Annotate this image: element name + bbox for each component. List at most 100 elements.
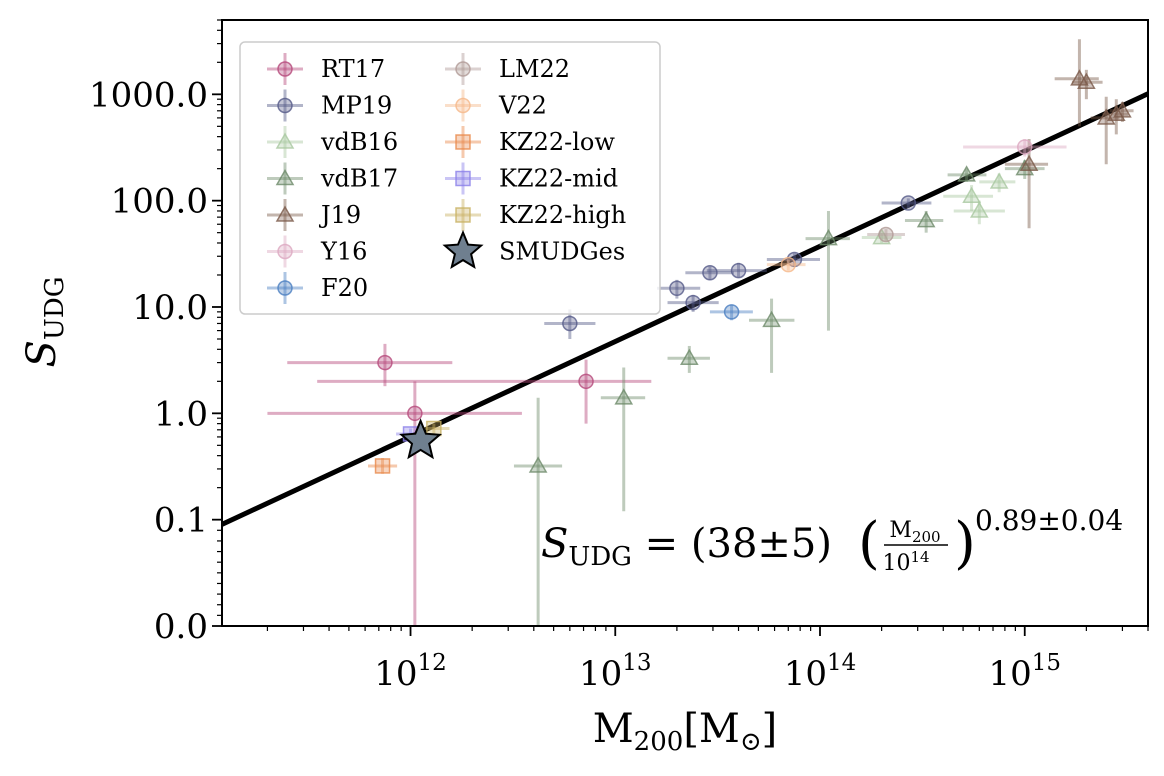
legend-marker <box>277 61 293 77</box>
data-point <box>819 229 838 246</box>
data-point <box>562 315 578 332</box>
data-point <box>702 264 718 281</box>
legend-marker <box>277 97 293 114</box>
fit-equation-lhs: SUDG = (38±5) <box>541 521 832 572</box>
legend-marker <box>275 168 295 186</box>
series-v22 <box>766 256 806 273</box>
data-point <box>780 256 797 273</box>
legend-label: LM22 <box>499 55 570 83</box>
data-point <box>377 354 393 371</box>
data-point <box>872 227 891 245</box>
legend-marker <box>455 207 471 223</box>
data-point <box>1016 139 1033 155</box>
data-point <box>685 294 701 311</box>
x-tick-label: 1014 <box>784 650 857 694</box>
fit-line <box>222 91 1148 527</box>
y-tick-label: 1000.0 <box>89 75 208 115</box>
series-smudges <box>399 418 443 460</box>
legend-marker <box>455 61 471 77</box>
data-point <box>1113 101 1132 118</box>
series-f20 <box>709 304 753 321</box>
legend-label: RT17 <box>321 55 385 83</box>
y-tick-label: 0.1 <box>154 501 208 541</box>
legend-marker <box>455 134 471 150</box>
x-tick-label: 1015 <box>988 650 1061 694</box>
fit-equation-numerator: M200 <box>889 518 940 546</box>
series-kz22-low <box>368 458 398 474</box>
data-point <box>957 165 976 182</box>
series-lm22 <box>867 226 905 243</box>
legend-item-kz22-mid: KZ22-mid <box>445 162 618 195</box>
data-point <box>1015 159 1035 176</box>
data-point <box>962 186 981 204</box>
legend-label: F20 <box>321 274 368 302</box>
data-point <box>969 201 989 218</box>
data-point <box>900 195 917 211</box>
series-kz22-high <box>419 420 450 437</box>
series-vdb17 <box>513 159 1045 626</box>
data-point <box>762 310 781 328</box>
legend-marker <box>275 132 295 149</box>
legend-marker <box>455 170 471 187</box>
legend-label: MP19 <box>321 92 392 120</box>
legend-label: vdB16 <box>320 128 398 156</box>
legend-label: KZ22-low <box>499 128 615 156</box>
data-point <box>878 226 894 243</box>
legend-item-j19: J19 <box>267 199 361 231</box>
legend: RT17 MP19 vdB16 vdB17 J19 Y16 F20 LM22 V22 KZ22-l… <box>239 41 661 315</box>
data-point <box>374 458 391 474</box>
data-point <box>614 388 634 405</box>
y-axis-title: SUDG <box>19 277 70 368</box>
data-point <box>730 262 747 279</box>
legend-item-smudges: SMUDGes <box>442 229 625 270</box>
legend-item-f20: F20 <box>267 272 368 304</box>
series-j19 <box>1004 39 1134 229</box>
fit-equation: SUDG = (38±5) ( M200 1014 ) 0.89±0.04 <box>541 504 1123 576</box>
series-rt17 <box>267 343 652 626</box>
legend-label: J19 <box>318 201 361 229</box>
legend-item-vdb17: vdB17 <box>267 162 398 195</box>
data-point <box>1019 154 1039 172</box>
series-vdb16 <box>861 172 1016 245</box>
legend-marker <box>277 243 293 260</box>
data-point <box>1077 72 1096 89</box>
fit-equation-exponent: 0.89±0.04 <box>975 504 1123 537</box>
legend-item-v22: V22 <box>445 89 547 122</box>
legend-item-mp19: MP19 <box>267 89 392 122</box>
legend-label: Y16 <box>320 238 367 266</box>
legend-item-vdb16: vdB16 <box>267 126 398 158</box>
legend-item-rt17: RT17 <box>267 53 385 85</box>
legend-item-kz22-low: KZ22-low <box>445 126 615 158</box>
legend-marker <box>455 97 471 114</box>
legend-marker <box>277 280 293 296</box>
x-tick-label: 1012 <box>374 650 447 694</box>
legend-marker <box>275 205 295 222</box>
data-point <box>407 405 423 422</box>
fit-equation-denominator: 1014 <box>882 548 929 576</box>
legend-label: KZ22-mid <box>499 165 618 193</box>
y-tick-label: 10.0 <box>132 288 208 328</box>
data-point <box>528 456 548 473</box>
x-axis-title: M200[M⊙] <box>593 706 778 757</box>
fit-equation-close-paren: ) <box>954 511 976 576</box>
data-point <box>723 304 740 320</box>
y-tick-label: 1.0 <box>154 394 208 434</box>
data-point <box>916 210 936 228</box>
data-point-star <box>399 418 443 460</box>
legend-item-y16: Y16 <box>267 235 367 268</box>
data-point <box>578 373 594 390</box>
y-tick-label: 0.0 <box>154 607 208 647</box>
series-y16 <box>963 139 1067 157</box>
data-point <box>989 172 1009 189</box>
legend-frame <box>239 41 661 315</box>
x-tick-label: 1013 <box>579 650 652 694</box>
series-mp19 <box>544 195 932 340</box>
y-tick-label: 100.0 <box>111 182 208 222</box>
fit-equation-open-paren: ( <box>858 511 880 576</box>
legend-label: V22 <box>498 92 547 120</box>
legend-label: SMUDGes <box>499 238 625 266</box>
legend-label: vdB17 <box>320 165 398 193</box>
data-point <box>679 348 699 365</box>
legend-item-kz22-high: KZ22-high <box>445 199 626 231</box>
